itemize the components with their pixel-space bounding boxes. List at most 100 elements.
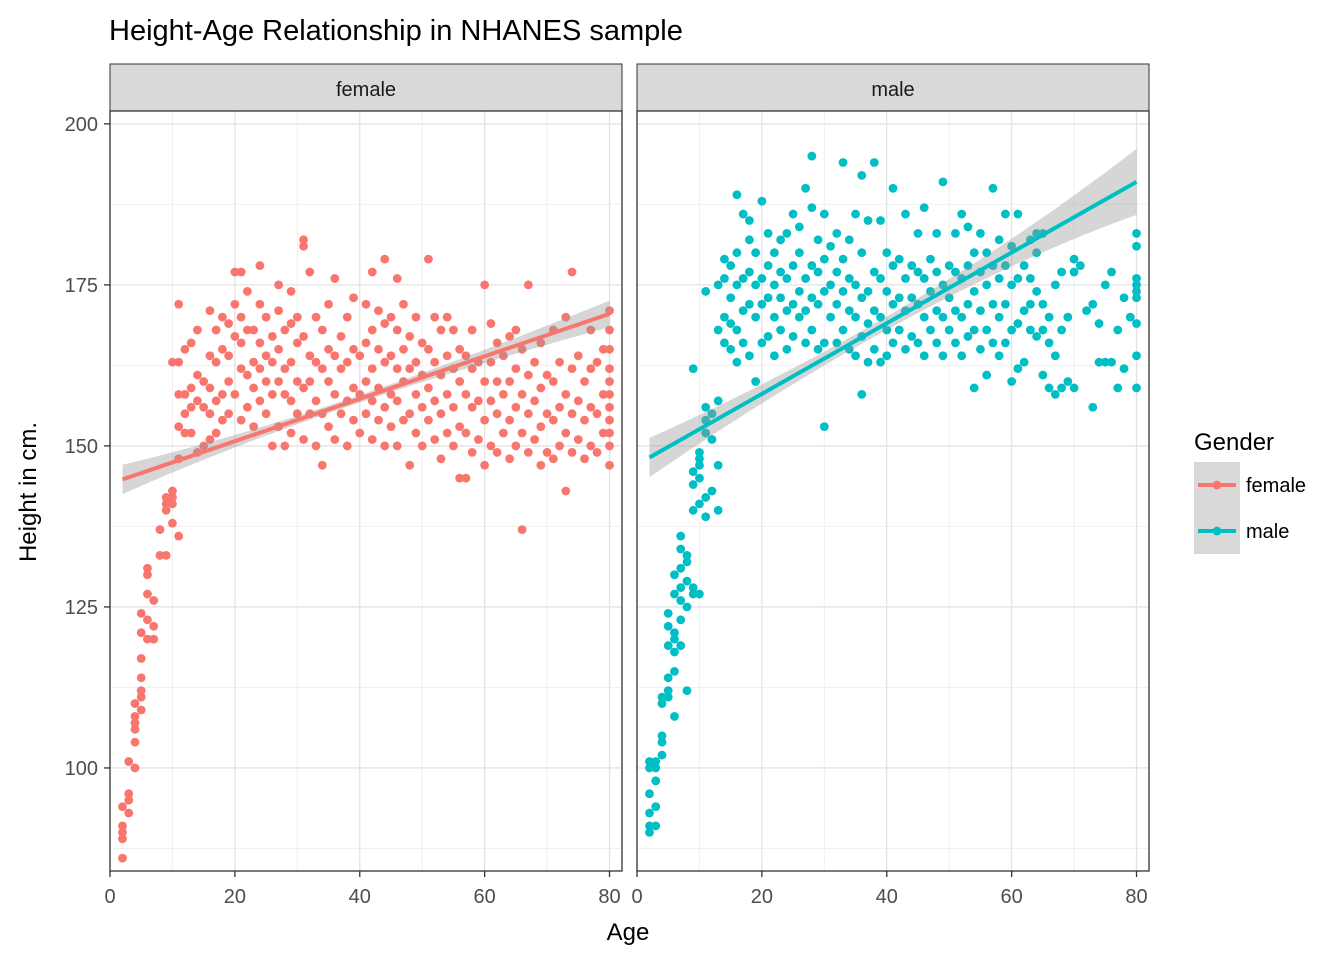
- data-point: [174, 357, 184, 367]
- data-point: [676, 544, 686, 554]
- data-point: [317, 325, 327, 335]
- data-point: [605, 364, 614, 374]
- data-point: [969, 248, 979, 258]
- data-point: [380, 357, 390, 367]
- data-point: [349, 415, 358, 425]
- data-point: [976, 228, 985, 238]
- data-point: [193, 325, 202, 335]
- data-point: [118, 802, 127, 811]
- data-point: [199, 441, 209, 451]
- data-point: [143, 563, 152, 573]
- data-point: [136, 673, 146, 683]
- x-tick-label: 40: [349, 886, 371, 908]
- data-point: [124, 795, 134, 805]
- data-point: [399, 415, 408, 425]
- data-point: [988, 183, 998, 193]
- data-point: [676, 615, 686, 625]
- data-point: [530, 435, 539, 444]
- data-point: [299, 235, 308, 245]
- data-point: [751, 377, 761, 386]
- data-point: [645, 789, 654, 799]
- data-point: [486, 441, 496, 451]
- data-point: [349, 344, 358, 354]
- panel-border: [636, 110, 1150, 872]
- data-point: [424, 344, 433, 354]
- data-point: [299, 241, 308, 251]
- data-point: [155, 525, 165, 535]
- data-point: [663, 686, 673, 696]
- data-point: [580, 454, 589, 464]
- data-point: [882, 351, 892, 361]
- data-point: [392, 274, 402, 283]
- data-point: [1025, 325, 1035, 335]
- data-point: [161, 493, 171, 502]
- data-point: [688, 583, 698, 593]
- data-point: [523, 280, 533, 290]
- data-point: [242, 402, 252, 412]
- data-point: [598, 428, 608, 438]
- data-point: [1032, 332, 1042, 341]
- data-point: [130, 712, 140, 721]
- data-point: [230, 267, 240, 277]
- data-point: [726, 261, 736, 270]
- data-point: [461, 351, 471, 361]
- data-point: [1038, 325, 1048, 335]
- data-point: [274, 306, 283, 316]
- data-point: [236, 415, 246, 425]
- data-point: [1013, 364, 1023, 374]
- data-point: [851, 312, 860, 322]
- data-point: [807, 293, 817, 303]
- data-point: [155, 551, 165, 560]
- data-point: [713, 325, 723, 335]
- data-point: [267, 441, 277, 451]
- data-point: [813, 267, 823, 277]
- data-point: [913, 228, 923, 238]
- data-point: [392, 325, 402, 335]
- data-point: [720, 254, 729, 264]
- data-point: [430, 312, 440, 322]
- data-point: [130, 718, 140, 728]
- data-point: [757, 338, 767, 348]
- data-point: [567, 409, 577, 419]
- chart-title: Height-Age Relationship in NHANES sample: [109, 15, 683, 47]
- legend-entries: female male: [1194, 462, 1306, 554]
- data-point: [424, 383, 433, 393]
- data-point: [311, 357, 321, 367]
- data-point: [963, 261, 973, 270]
- data-point: [876, 216, 885, 225]
- data-point: [511, 402, 521, 412]
- data-point: [1063, 377, 1073, 386]
- data-point: [863, 286, 873, 296]
- data-point: [211, 428, 221, 438]
- data-point: [523, 409, 533, 419]
- data-point: [224, 319, 234, 328]
- data-point: [769, 280, 779, 290]
- data-point: [255, 396, 265, 406]
- data-point: [536, 422, 546, 431]
- data-point: [430, 396, 440, 406]
- data-point: [688, 480, 698, 489]
- data-point: [424, 254, 433, 264]
- data-point: [744, 216, 754, 225]
- data-point: [769, 248, 779, 258]
- data-point: [682, 686, 692, 696]
- data-point: [361, 299, 371, 309]
- data-point: [1019, 261, 1029, 270]
- data-point: [888, 299, 898, 309]
- data-point: [1069, 254, 1079, 264]
- data-point: [430, 435, 440, 444]
- data-point: [782, 344, 792, 354]
- data-point: [788, 209, 798, 219]
- data-point: [255, 364, 265, 374]
- data-point: [657, 731, 667, 741]
- data-point: [1132, 293, 1141, 303]
- data-point: [536, 383, 546, 393]
- data-point: [436, 325, 446, 335]
- data-point: [561, 312, 571, 322]
- data-point: [1025, 274, 1035, 283]
- data-point: [726, 319, 736, 328]
- data-point: [819, 338, 829, 348]
- data-point: [807, 151, 817, 161]
- x-axis: 0 20 40 60 80: [631, 871, 1148, 908]
- data-point: [523, 447, 533, 457]
